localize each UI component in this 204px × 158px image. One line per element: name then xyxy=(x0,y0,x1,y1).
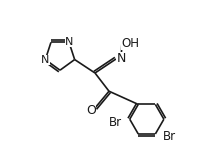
Text: N: N xyxy=(65,37,73,47)
Text: Br: Br xyxy=(109,116,122,129)
Text: Br: Br xyxy=(163,131,176,143)
Text: O: O xyxy=(86,103,96,116)
Text: OH: OH xyxy=(121,37,139,50)
Text: N: N xyxy=(41,55,50,65)
Text: N: N xyxy=(116,52,126,64)
